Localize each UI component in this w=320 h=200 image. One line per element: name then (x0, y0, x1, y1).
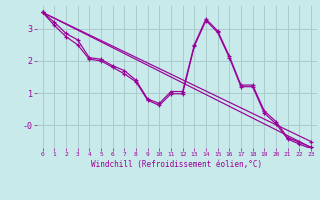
X-axis label: Windchill (Refroidissement éolien,°C): Windchill (Refroidissement éolien,°C) (91, 160, 262, 169)
